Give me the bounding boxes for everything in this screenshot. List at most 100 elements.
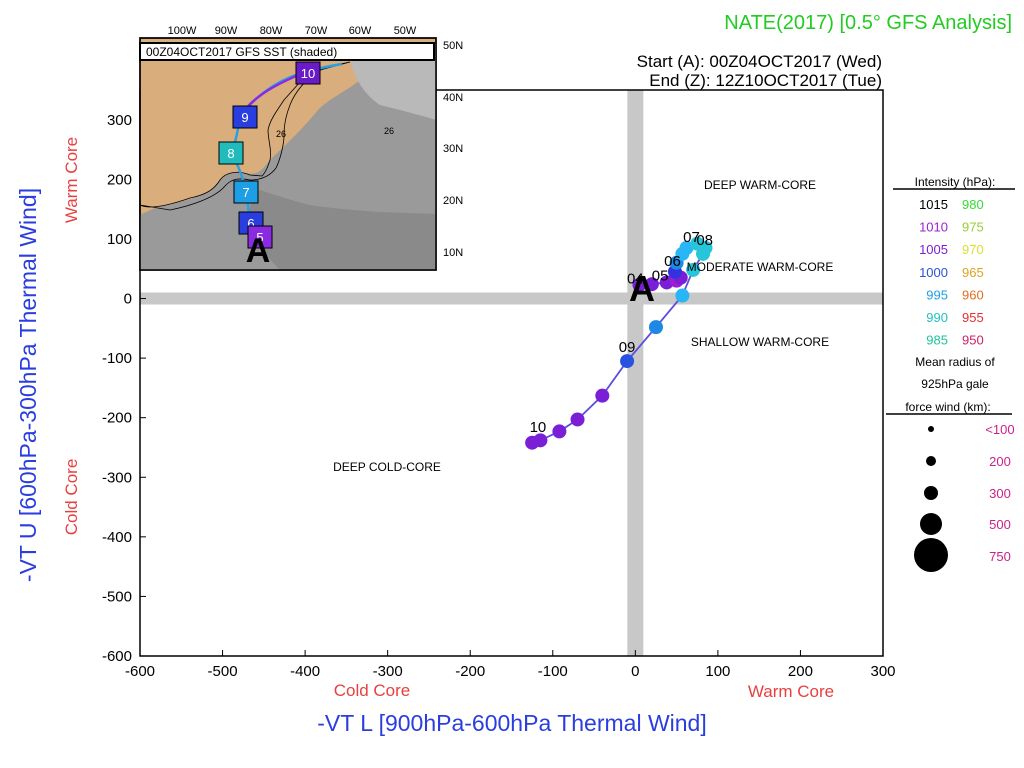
caribbean-shading — [248, 190, 436, 270]
x-warm-core-label: Warm Core — [748, 682, 834, 701]
radius-label-100: <100 — [985, 422, 1014, 437]
radius-legend-title-3: force wind (km): — [905, 400, 990, 414]
radius-dot-300 — [924, 486, 938, 500]
intensity-label-left: 985 — [926, 333, 948, 348]
radius-label-300: 300 — [989, 486, 1011, 501]
track-marker-8-label: 8 — [227, 146, 234, 161]
track-marker-9 — [232, 105, 258, 129]
y-tick-label: -400 — [102, 529, 132, 546]
x-tick-label: 100 — [705, 663, 730, 680]
trajectory-point — [632, 277, 647, 292]
lat-label-50n: 50N — [443, 40, 463, 52]
y-tick-label: -200 — [102, 410, 132, 427]
y-tick-label: -600 — [102, 648, 132, 665]
x-tick-labels: -600 -500 -400 -300 -200 -100 0 100 200 300 — [125, 650, 896, 680]
x-tick-label: -600 — [125, 663, 155, 680]
inset-lon-labels: 100W 90W 80W 70W 60W 50W — [168, 25, 417, 37]
region-deep-warm-core: DEEP WARM-CORE — [704, 178, 816, 192]
day-label: 06 — [664, 253, 681, 270]
radius-dot-500 — [920, 513, 942, 535]
day-label: 07 — [683, 229, 700, 246]
radius-label-200: 200 — [989, 454, 1011, 469]
inset-start-marker: A — [246, 232, 271, 270]
day-label: 04 — [627, 271, 644, 288]
radius-legend-title-2: 925hPa gale — [921, 377, 989, 391]
y-axis-title: -VT U [600hPa-300hPa Thermal Wind] — [15, 188, 41, 582]
radius-label-750: 750 — [989, 549, 1011, 564]
y-tick-labels: -600 -500 -400 -300 -200 -100 0 100 200 300 — [102, 112, 146, 665]
track-marker-6-label: 6 — [247, 216, 254, 231]
lon-label-90w: 90W — [215, 25, 238, 37]
radius-dot-200 — [926, 456, 936, 466]
y-warm-core-label: Warm Core — [62, 137, 81, 223]
zero-band-horizontal — [140, 292, 883, 305]
coastline — [139, 61, 351, 211]
intensity-label-right: 980 — [962, 197, 984, 212]
lon-label-80w: 80W — [260, 25, 283, 37]
track-marker-5 — [247, 225, 273, 249]
x-axis-title: -VT L [900hPa-600hPa Thermal Wind] — [317, 710, 707, 736]
x-tick-label: 200 — [788, 663, 813, 680]
trajectory-point — [570, 412, 585, 427]
trajectory-point — [595, 388, 610, 403]
lon-label-70w: 70W — [305, 25, 328, 37]
track-marker-9-label: 9 — [241, 110, 248, 125]
intensity-label-right: 970 — [962, 242, 984, 257]
x-tick-label: -500 — [208, 663, 238, 680]
sst-contour-label-1: 26 — [276, 129, 286, 139]
intensity-label-left: 1015 — [919, 197, 948, 212]
y-tick-label: -300 — [102, 469, 132, 486]
intensity-legend-title: Intensity (hPa): — [915, 175, 996, 189]
start-marker: A — [629, 268, 655, 309]
inset-label: 00Z04OCT2017 GFS SST (shaded) — [146, 45, 337, 59]
intensity-label-left: 990 — [926, 310, 948, 325]
trajectory-point — [552, 424, 567, 439]
lon-label-50w: 50W — [394, 25, 417, 37]
track-marker-7 — [233, 180, 259, 204]
intensity-label-right: 950 — [962, 333, 984, 348]
start-label: Start (A): 00Z04OCT2017 (Wed) — [637, 52, 882, 71]
x-tick-label: -100 — [538, 663, 568, 680]
track-marker-8 — [218, 141, 244, 165]
day-label: 05 — [652, 268, 669, 285]
radius-dot-100 — [928, 426, 934, 432]
zero-band-vertical — [627, 90, 644, 656]
day-label: 08 — [696, 232, 713, 249]
plot-frame — [139, 89, 884, 657]
chart-title: NATE(2017) [0.5° GFS Analysis] — [724, 12, 1012, 34]
radius-legend-title-1: Mean radius of — [915, 355, 995, 369]
radius-dot-750 — [914, 538, 948, 572]
x-tick-label: -200 — [455, 663, 485, 680]
y-tick-label: 200 — [107, 171, 132, 188]
lat-label-20n: 20N — [443, 195, 463, 207]
trajectory-point — [675, 288, 690, 303]
track-marker-10 — [295, 61, 321, 85]
y-tick-label: -500 — [102, 588, 132, 605]
trajectory-point — [679, 240, 694, 255]
region-deep-cold-core: DEEP COLD-CORE — [333, 460, 441, 474]
intensity-label-right: 965 — [962, 265, 984, 280]
y-tick-label: -100 — [102, 350, 132, 367]
y-cold-core-label: Cold Core — [62, 459, 81, 536]
intensity-label-left: 1005 — [919, 242, 948, 257]
inset-map: 26 26 10 9 8 7 6 5 A 00Z04OCT2017 GFS SS… — [139, 37, 437, 271]
x-tick-label: -300 — [373, 663, 403, 680]
lat-label-10n: 10N — [443, 247, 463, 259]
svg-text:-VT L [900hPa-600hPa Thermal W: -VT L [900hPa-600hPa Thermal Wind] — [317, 710, 707, 736]
lon-label-60w: 60W — [349, 25, 372, 37]
x-tick-label: 300 — [870, 663, 895, 680]
track-marker-7-label: 7 — [242, 185, 249, 200]
intensity-label-right: 955 — [962, 310, 984, 325]
region-moderate-warm-core: MODERATE WARM-CORE — [687, 260, 834, 274]
intensity-label-left: 995 — [926, 287, 948, 302]
intensity-rows: 1015 980 1010 975 1005 970 1000 965 995 960 990 955… — [919, 197, 984, 348]
end-label: End (Z): 12Z10OCT2017 (Tue) — [649, 71, 882, 90]
x-cold-core-label: Cold Core — [334, 681, 411, 700]
trajectory-point — [686, 262, 701, 277]
track-marker-10-label: 10 — [301, 66, 315, 81]
x-tick-label: 0 — [631, 663, 639, 680]
trajectory-point — [648, 320, 663, 335]
